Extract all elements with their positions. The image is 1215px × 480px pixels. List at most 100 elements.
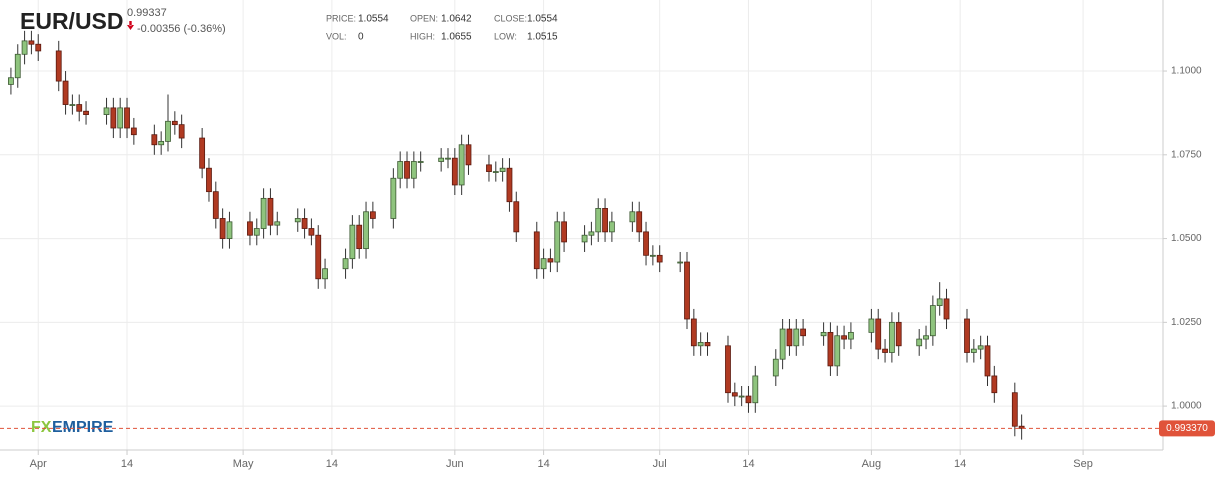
candle-body	[649, 254, 656, 257]
candle-body	[247, 221, 253, 236]
candle-body	[35, 43, 42, 52]
candle-body	[636, 211, 643, 233]
candle-body	[800, 328, 807, 337]
candle-body	[322, 268, 328, 280]
x-tick-label: Jul	[653, 458, 667, 470]
y-tick-label: 1.0750	[1171, 149, 1202, 160]
candle-body	[165, 120, 171, 142]
candle-body	[875, 318, 882, 350]
x-tick-label: 14	[537, 458, 549, 470]
candle-body	[731, 392, 738, 397]
candle-body	[178, 124, 185, 139]
candle-body	[779, 328, 786, 360]
candle-body	[110, 107, 117, 129]
candle-body	[212, 191, 219, 219]
candle-body	[438, 157, 445, 162]
candle-body	[684, 261, 690, 320]
candle-body	[977, 345, 984, 350]
x-tick-label: 14	[121, 458, 133, 470]
candle-body	[486, 164, 492, 172]
candle-body	[219, 218, 226, 239]
candle-body	[445, 157, 451, 160]
stat-value: 1.0554	[527, 14, 558, 25]
candle-body	[547, 258, 554, 263]
candle-body	[929, 305, 936, 337]
candle-body	[820, 331, 827, 337]
candle-body	[1011, 392, 1018, 427]
candle-body	[533, 231, 540, 270]
candle-body	[752, 375, 759, 404]
price: 0.99337	[127, 7, 167, 19]
candle-body	[356, 224, 363, 250]
candle-body	[827, 331, 834, 367]
stat-label: OPEN:	[410, 13, 438, 23]
candle-body	[738, 395, 745, 398]
stat-label: CLOSE:	[494, 13, 527, 23]
candle-body	[226, 221, 233, 239]
candle-body	[629, 211, 636, 223]
stat-value: 1.0515	[527, 32, 558, 43]
candle-body	[62, 80, 69, 105]
symbol: EUR/USD	[20, 8, 124, 34]
candle-body	[868, 318, 875, 333]
candle-body	[540, 258, 547, 270]
candle-body	[677, 261, 684, 264]
candle-body	[936, 298, 943, 306]
candle-body	[199, 137, 206, 169]
candle-body	[76, 104, 83, 112]
logo-fx: FX	[31, 419, 52, 436]
candle-body	[83, 110, 89, 115]
x-tick-label: Sep	[1073, 458, 1093, 470]
candle-body	[499, 167, 506, 172]
candle-body	[595, 208, 602, 233]
candle-body	[315, 234, 322, 280]
down-arrow	[127, 21, 134, 30]
candle-body	[704, 342, 711, 347]
candle-body	[970, 348, 977, 353]
candle-body	[390, 177, 397, 219]
candle-body	[417, 161, 424, 163]
candle-body	[848, 331, 854, 340]
candle-body	[916, 338, 923, 347]
candle-body	[206, 167, 212, 193]
candle-body	[55, 50, 62, 82]
x-tick-label: Apr	[30, 458, 47, 470]
candle-body	[588, 231, 595, 236]
candle-body	[21, 40, 28, 55]
candle-body	[274, 221, 281, 226]
candle-body	[984, 345, 991, 377]
change: -0.00356 (-0.36%)	[137, 23, 226, 35]
stat-value: 1.0642	[441, 14, 472, 25]
x-tick-label: May	[233, 458, 254, 470]
candle-body	[602, 208, 608, 233]
candle-body	[895, 321, 902, 347]
candle-body	[458, 144, 465, 186]
candle-body	[151, 134, 158, 146]
candle-body	[8, 77, 14, 85]
candle-body	[349, 224, 356, 260]
stat-value: 1.0554	[358, 14, 389, 25]
last-price-label: 0.993370	[1166, 423, 1208, 434]
candle-body	[363, 211, 369, 250]
stat-value: 0	[358, 32, 364, 43]
candle-body	[465, 144, 472, 166]
candle-body	[14, 53, 21, 79]
candle-body	[397, 161, 404, 179]
candle-body	[294, 218, 301, 223]
last-price-tag	[1159, 420, 1215, 437]
candle-body	[643, 231, 649, 256]
candle-body	[124, 107, 130, 129]
candle-body	[786, 328, 793, 347]
candle-body	[513, 201, 520, 233]
candle-body	[267, 197, 274, 226]
candle-body	[253, 228, 260, 236]
candle-body	[506, 167, 513, 203]
candle-body	[28, 40, 35, 45]
stat-value: 1.0655	[441, 32, 472, 43]
logo-empire: EMPIRE	[52, 419, 114, 436]
grid	[0, 0, 1163, 450]
candle-body	[103, 107, 110, 115]
